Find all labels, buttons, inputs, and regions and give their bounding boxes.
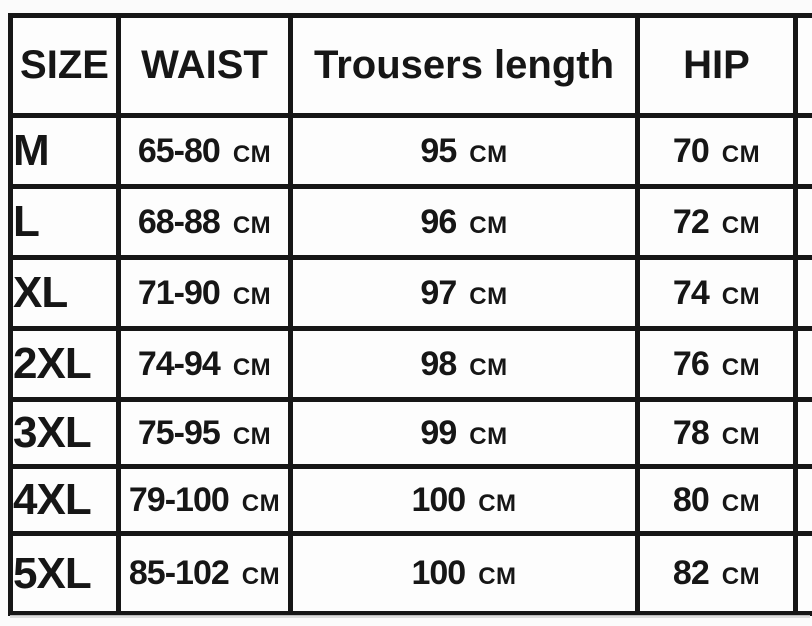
hip-unit: CM: [721, 489, 761, 517]
hip-value: 78: [672, 413, 710, 452]
size-cell: 4XL: [8, 464, 121, 536]
waist-value: 75-95: [137, 413, 221, 452]
hip-unit: CM: [721, 282, 761, 310]
waist-unit: CM: [241, 489, 281, 517]
trousers-length-cell: 100 CM: [288, 531, 640, 616]
hip-cell: 74 CM: [635, 255, 798, 331]
hip-value: 76: [672, 344, 710, 383]
hip-unit: CM: [721, 211, 761, 239]
hip-value: 74: [672, 273, 710, 312]
trousers-length-value: 100: [411, 554, 466, 592]
hip-value: 70: [672, 131, 710, 170]
size-cell: 3XL: [8, 397, 121, 469]
trousers-length-value: 100: [411, 480, 466, 519]
trousers-length-value: 95: [420, 131, 457, 170]
table-row: XL 71-90 CM 97 CM 74 CM: [8, 255, 812, 331]
header-size: SIZE: [8, 13, 121, 118]
waist-value: 85-102: [128, 554, 230, 592]
table-row: 5XL 85-102 CM 100 CM 82 CM: [8, 531, 812, 616]
clipped-cell: [793, 326, 812, 402]
waist-value: 65-80: [137, 131, 221, 170]
clipped-cell: [793, 184, 812, 260]
waist-value: 74-94: [137, 344, 221, 383]
size-cell: 2XL: [8, 326, 121, 402]
waist-value: 71-90: [137, 273, 221, 312]
waist-cell: 68-88 CM: [116, 184, 293, 260]
hip-value: 72: [672, 202, 710, 241]
hip-cell: 72 CM: [635, 184, 798, 260]
clipped-cell: [793, 464, 812, 536]
trousers-length-cell: 99 CM: [288, 397, 640, 469]
trousers-length-unit: CM: [469, 422, 508, 450]
table-row: M 65-80 CM 95 CM 70 CM: [8, 113, 812, 189]
waist-unit: CM: [232, 353, 272, 381]
trousers-length-value: 97: [420, 273, 457, 312]
hip-cell: 76 CM: [635, 326, 798, 402]
trousers-length-unit: CM: [469, 211, 508, 239]
clipped-cell: [793, 397, 812, 469]
hip-cell: 78 CM: [635, 397, 798, 469]
size-cell: M: [8, 113, 121, 189]
waist-cell: 85-102 CM: [116, 531, 293, 616]
trousers-length-cell: 95 CM: [288, 113, 640, 189]
hip-unit: CM: [721, 422, 761, 450]
waist-cell: 79-100 CM: [116, 464, 293, 536]
header-waist: WAIST: [116, 13, 293, 118]
clipped-cell: [793, 255, 812, 331]
waist-cell: 74-94 CM: [116, 326, 293, 402]
clipped-cell: [793, 531, 812, 616]
trousers-length-cell: 97 CM: [288, 255, 640, 331]
header-hip: HIP: [635, 13, 798, 118]
header-trousers-length: Trousers length: [288, 13, 640, 118]
hip-value: 82: [672, 554, 710, 592]
bottom-artifact-line: [10, 615, 810, 618]
waist-unit: CM: [241, 563, 281, 590]
waist-unit: CM: [232, 282, 272, 310]
trousers-length-unit: CM: [469, 140, 508, 168]
waist-cell: 71-90 CM: [116, 255, 293, 331]
waist-cell: 65-80 CM: [116, 113, 293, 189]
hip-cell: 82 CM: [635, 531, 798, 616]
waist-unit: CM: [232, 140, 272, 168]
size-cell: XL: [8, 255, 121, 331]
table-row: 3XL 75-95 CM 99 CM 78 CM: [8, 397, 812, 469]
hip-unit: CM: [721, 140, 761, 168]
trousers-length-value: 96: [420, 202, 457, 241]
clipped-header-cell: [793, 13, 812, 118]
waist-unit: CM: [232, 422, 272, 450]
trousers-length-cell: 96 CM: [288, 184, 640, 260]
hip-value: 80: [672, 480, 710, 519]
header-row: SIZE WAIST Trousers length HIP: [8, 13, 812, 118]
trousers-length-unit: CM: [469, 353, 508, 381]
waist-value: 68-88: [137, 202, 221, 241]
trousers-length-unit: CM: [478, 563, 517, 590]
hip-cell: 80 CM: [635, 464, 798, 536]
size-cell: L: [8, 184, 121, 260]
size-chart-table: SIZE WAIST Trousers length HIP M 65-80 CM…: [8, 13, 812, 616]
hip-cell: 70 CM: [635, 113, 798, 189]
waist-unit: CM: [232, 211, 272, 239]
size-cell: 5XL: [8, 531, 121, 616]
trousers-length-cell: 100 CM: [288, 464, 640, 536]
waist-cell: 75-95 CM: [116, 397, 293, 469]
hip-unit: CM: [721, 563, 761, 590]
hip-unit: CM: [721, 353, 761, 381]
trousers-length-unit: CM: [478, 489, 517, 517]
clipped-cell: [793, 113, 812, 189]
table-row: L 68-88 CM 96 CM 72 CM: [8, 184, 812, 260]
waist-value: 79-100: [128, 480, 230, 519]
trousers-length-value: 98: [420, 344, 457, 383]
trousers-length-unit: CM: [469, 282, 508, 310]
table-row: 4XL 79-100 CM 100 CM 80 CM: [8, 464, 812, 536]
trousers-length-cell: 98 CM: [288, 326, 640, 402]
trousers-length-value: 99: [420, 413, 457, 452]
table-row: 2XL 74-94 CM 98 CM 76 CM: [8, 326, 812, 402]
